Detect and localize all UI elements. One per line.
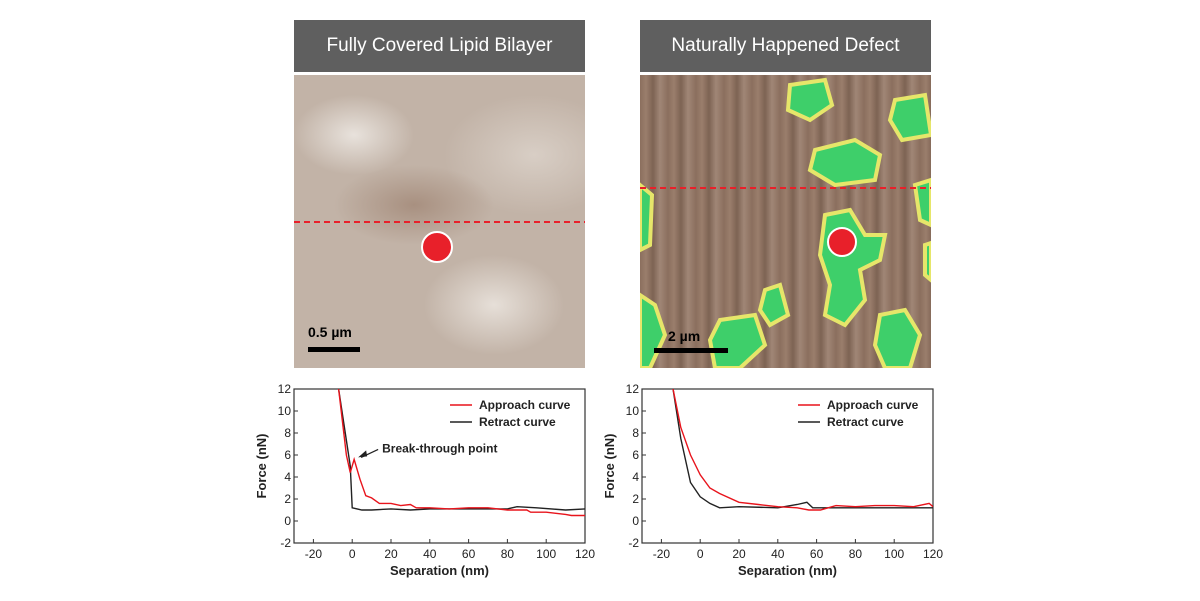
y-tick-label: 0 [632,514,639,528]
scale-bar [308,347,360,352]
scale-bar [654,348,728,353]
series-line-retract-curve [672,389,933,509]
y-tick-label: 10 [626,404,640,418]
series-line-retract-curve [337,389,585,511]
y-tick-label: 12 [626,382,640,396]
x-tick-label: 0 [349,547,356,561]
force-curve-chart-defect: -20 0 20 40 60 80 100 120-2024681012Separation … [602,382,943,578]
x-axis-label: Separation (nm) [738,563,837,578]
y-tick-label: 2 [632,492,639,506]
y-tick-label: 4 [284,470,291,484]
y-tick-label: 8 [632,426,639,440]
x-tick-label: 100 [884,547,904,561]
series-line-approach-curve [337,389,585,517]
x-tick-label: 60 [462,547,476,561]
plot-frame [641,388,934,544]
x-tick-label: 0 [697,547,704,561]
scale-label: 2 µm [668,328,701,344]
y-tick-label: 2 [284,492,291,506]
force-curve-chart-bilayer: -20 0 20 40 60 80 100 120-2024681012Separation … [254,382,595,578]
y-tick-label: -2 [628,536,639,550]
y-tick-label: 10 [278,404,292,418]
x-tick-label: 120 [923,547,943,561]
y-tick-label: 6 [284,448,291,462]
x-tick-label: 60 [810,547,824,561]
plot-frame [293,388,586,544]
x-tick-label: 40 [771,547,785,561]
x-axis-label: Separation (nm) [390,563,489,578]
y-tick-label: 0 [284,514,291,528]
defect-regions [640,77,931,368]
probe-marker [827,227,857,257]
x-tick-label: 40 [423,547,437,561]
y-tick-label: 12 [278,382,292,396]
panel-title-left: Fully Covered Lipid Bilayer [294,20,585,72]
y-tick-label: 8 [284,426,291,440]
probe-marker [421,231,453,263]
y-tick-label: 6 [632,448,639,462]
legend-label: Approach curve [827,398,919,412]
legend-label: Retract curve [827,415,904,429]
legend-label: Retract curve [479,415,556,429]
annotation-arrowhead [358,450,368,458]
x-tick-label: 80 [849,547,863,561]
x-tick-label: 100 [536,547,556,561]
annotation-label: Break-through point [382,441,497,455]
y-tick-label: 4 [632,470,639,484]
x-tick-label: 120 [575,547,595,561]
legend-label: Approach curve [479,398,571,412]
panel-title-right: Naturally Happened Defect [640,20,931,72]
scale-label: 0.5 µm [308,324,352,340]
x-tick-label: 80 [501,547,515,561]
y-axis-label: Force (nN) [254,434,269,499]
afm-image-bilayer: 0.5 µm [294,75,585,368]
y-axis-label: Force (nN) [602,434,617,499]
x-tick-label: -20 [305,547,323,561]
x-tick-label: -20 [653,547,671,561]
series-line-approach-curve [672,389,933,511]
y-tick-label: -2 [280,536,291,550]
x-tick-label: 20 [384,547,398,561]
afm-image-defect: 2 µm [640,75,931,368]
x-tick-label: 20 [732,547,746,561]
